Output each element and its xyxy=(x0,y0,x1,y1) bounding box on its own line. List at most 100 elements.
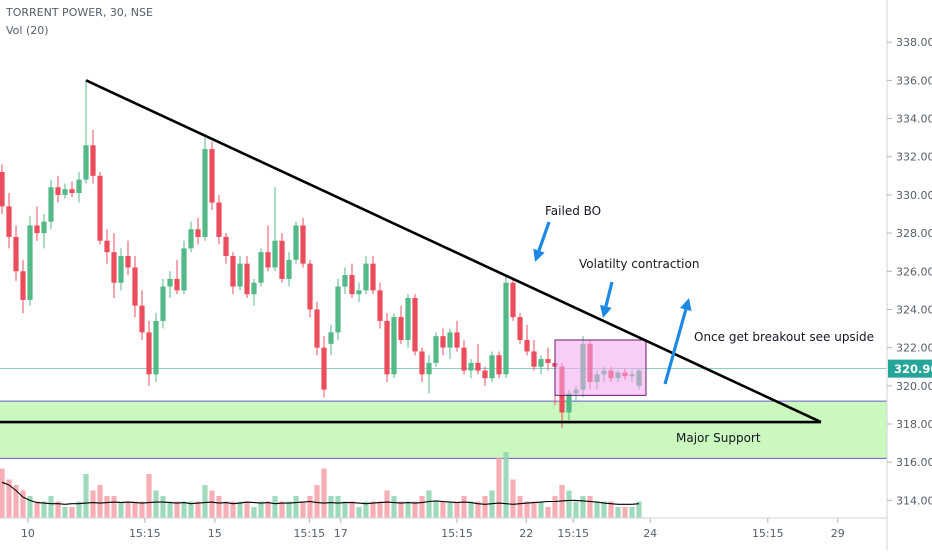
volume-bar xyxy=(62,507,68,518)
volume-bar xyxy=(447,501,453,518)
volume-bar xyxy=(496,457,502,518)
arrow-head xyxy=(600,304,612,318)
candle-body xyxy=(6,206,12,237)
volume-bar xyxy=(328,496,334,518)
price-tick-label: 336.00 xyxy=(896,74,932,87)
candle-body xyxy=(139,305,145,333)
candle-body xyxy=(531,351,537,367)
volume-bar xyxy=(272,496,278,518)
volume-bar xyxy=(384,490,390,518)
volume-bar xyxy=(566,490,572,518)
price-tick-label: 322.00 xyxy=(896,342,932,355)
volume-bar xyxy=(83,474,89,518)
volume-bar xyxy=(34,501,40,518)
volume-bar xyxy=(475,501,481,518)
volume-bar xyxy=(629,507,635,518)
volume-bar xyxy=(594,501,600,518)
candle-body xyxy=(83,145,89,180)
time-tick-label: 29 xyxy=(831,527,845,540)
failed-bo-arrow[interactable] xyxy=(533,221,551,262)
volume-bar xyxy=(307,496,313,518)
volume-bar xyxy=(55,501,61,518)
arrow-head xyxy=(679,298,692,312)
candle-body xyxy=(510,282,516,318)
candle-body xyxy=(321,347,327,390)
volume-bar xyxy=(419,496,425,518)
time-tick-label: 22 xyxy=(519,527,533,540)
candle-body xyxy=(356,290,362,295)
volume-bar xyxy=(377,501,383,518)
volume-bar xyxy=(314,485,320,518)
candle-body xyxy=(153,320,159,375)
volume-bar xyxy=(545,507,551,518)
candle-body xyxy=(293,225,299,260)
candle-body xyxy=(111,252,117,283)
volume-bar xyxy=(76,501,82,518)
time-tick-label: 17 xyxy=(334,527,348,540)
price-tick-label: 328.00 xyxy=(896,227,932,240)
descending-trendline[interactable] xyxy=(85,79,822,424)
candle-body xyxy=(440,336,446,348)
volatility-arrow[interactable] xyxy=(600,281,614,318)
candle-body xyxy=(517,317,523,340)
volume-bar xyxy=(426,490,432,518)
candle-body xyxy=(188,229,194,249)
volume-bar xyxy=(244,501,250,518)
volume-bar xyxy=(188,501,194,518)
volume-bar xyxy=(573,501,579,518)
volume-bar xyxy=(503,452,509,518)
volume-bar xyxy=(615,507,621,518)
candle-body xyxy=(566,393,572,413)
candle-body xyxy=(69,189,75,193)
volume-bar xyxy=(321,468,327,518)
volume-bar xyxy=(90,490,96,518)
support-zone xyxy=(0,401,887,459)
volume-bar xyxy=(636,501,642,518)
price-tick-label: 332.00 xyxy=(896,151,932,164)
candle-body xyxy=(391,317,397,375)
candle-body xyxy=(412,298,418,352)
candle-body xyxy=(0,172,5,207)
time-tick-label: 15:15 xyxy=(293,527,325,540)
volume-bar xyxy=(398,501,404,518)
volume-bar xyxy=(146,474,152,518)
candle-body xyxy=(370,263,376,291)
candle-body xyxy=(160,286,166,321)
candle-body xyxy=(209,149,215,203)
volume-bar xyxy=(559,485,565,518)
candle-body xyxy=(328,332,334,344)
volume-bar xyxy=(356,507,362,518)
time-tick-label: 15:15 xyxy=(129,527,161,540)
volume-bar xyxy=(111,496,117,518)
candle-body xyxy=(300,225,306,264)
price-tick-label: 320.00 xyxy=(896,380,932,393)
candle-body xyxy=(97,175,103,241)
volume-bar xyxy=(132,501,138,518)
arrow-shaft xyxy=(604,281,614,307)
candle-body xyxy=(468,362,474,371)
candle-body xyxy=(132,267,138,306)
consolidation-box[interactable] xyxy=(554,339,647,396)
volume-bar xyxy=(286,501,292,518)
volume-bar xyxy=(608,501,614,518)
candle-body xyxy=(27,225,33,300)
candle-body xyxy=(538,359,544,367)
volume-bar xyxy=(216,496,222,518)
price-tick-label: 334.00 xyxy=(896,113,932,126)
volume-bar xyxy=(363,501,369,518)
breakout-arrow[interactable] xyxy=(663,298,692,385)
candle-body xyxy=(426,362,432,375)
volume-bar xyxy=(223,501,229,518)
candle-body xyxy=(349,275,355,295)
price-tick-label: 338.00 xyxy=(896,36,932,49)
volume-bar xyxy=(41,501,47,518)
volume-bar xyxy=(552,496,558,518)
volume-bar xyxy=(279,501,285,518)
candle-body xyxy=(104,240,110,253)
volume-bar xyxy=(622,507,628,518)
volume-bar xyxy=(69,507,75,518)
volume-bar xyxy=(181,501,187,518)
volume-bar xyxy=(251,507,257,518)
